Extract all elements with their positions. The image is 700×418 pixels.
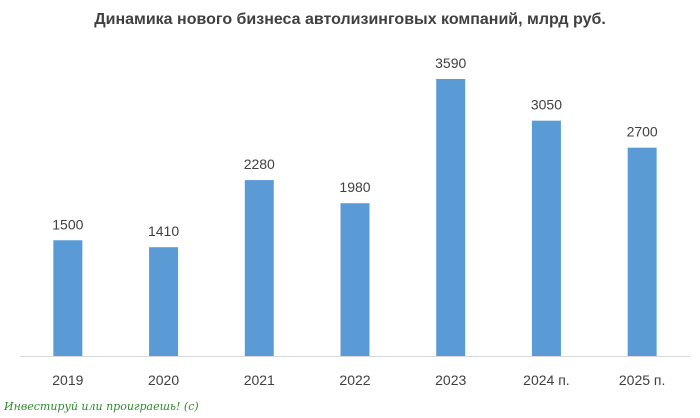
x-tick-label: 2023 xyxy=(435,372,466,388)
bar-2025-п xyxy=(627,147,657,356)
x-tick-label: 2025 п. xyxy=(619,372,666,388)
bar-value-label: 3050 xyxy=(531,97,562,113)
bar-2022 xyxy=(340,203,370,356)
bar-2021 xyxy=(244,180,274,356)
bar-2023 xyxy=(436,79,466,356)
bar-value-label: 3590 xyxy=(435,55,466,71)
bar-value-label: 2280 xyxy=(244,156,275,172)
bar-value-label: 1410 xyxy=(148,223,179,239)
bar-2024-п xyxy=(531,120,561,356)
x-tick-label: 2021 xyxy=(244,372,275,388)
bar-value-label: 1500 xyxy=(52,216,83,232)
x-tick-label: 2022 xyxy=(339,372,370,388)
x-tick-label: 2024 п. xyxy=(523,372,570,388)
bar-value-label: 2700 xyxy=(627,124,658,140)
bars-group: 1500 1410 2280 1980 3590 3050 2700 xyxy=(52,55,658,356)
x-tick-labels: 2019 2020 2021 2022 2023 2024 п. 2025 п. xyxy=(52,372,665,388)
x-tick-label: 2020 xyxy=(148,372,179,388)
watermark-text: Инвестируй или проиграешь! (c) xyxy=(3,400,199,413)
x-tick-label: 2019 xyxy=(52,372,83,388)
bar-2020 xyxy=(149,247,179,356)
chart-title: Динамика нового бизнеса автолизинговых к… xyxy=(94,11,606,28)
bar-value-label: 1980 xyxy=(339,179,370,195)
bar-2019 xyxy=(53,240,83,356)
